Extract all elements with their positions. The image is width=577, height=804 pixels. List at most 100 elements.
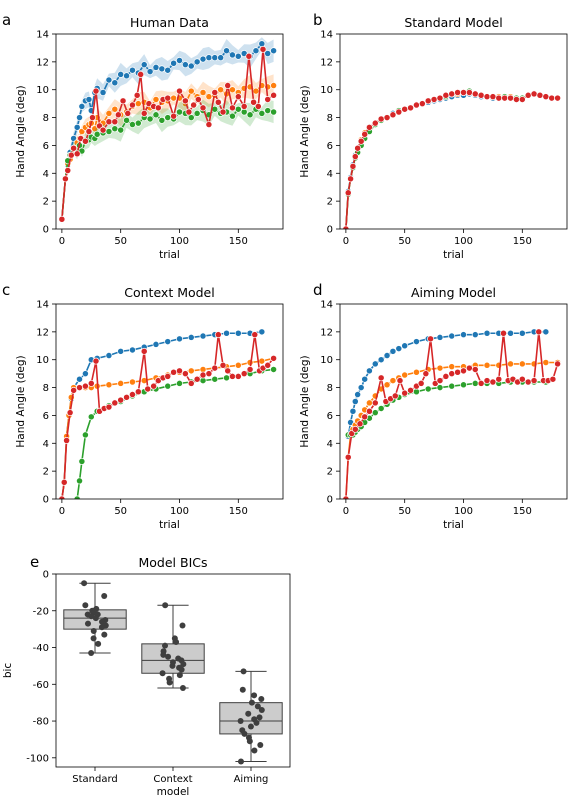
data-point: [76, 375, 83, 383]
data-point: [224, 367, 232, 375]
y-tick-label: 14: [320, 300, 333, 311]
data-point: [150, 382, 158, 390]
data-point: [219, 361, 227, 369]
data-point: [194, 96, 202, 103]
data-point: [377, 374, 385, 382]
data-point: [117, 126, 125, 134]
data-point: [190, 101, 198, 109]
data-point: [495, 375, 503, 383]
data-point: [211, 89, 219, 96]
strip-point: [92, 615, 99, 622]
data-point: [518, 96, 526, 103]
data-point: [114, 111, 122, 119]
data-point: [187, 379, 195, 387]
data-point: [471, 366, 479, 373]
x-tick-label: 150: [513, 506, 532, 517]
data-point: [436, 377, 444, 385]
data-point: [63, 437, 71, 444]
data-point: [500, 329, 507, 337]
data-point: [351, 398, 359, 405]
data-point: [554, 94, 562, 102]
data-point: [250, 98, 258, 106]
data-point: [418, 100, 426, 108]
data-point: [92, 87, 100, 95]
data-point: [270, 47, 278, 55]
data-point: [211, 54, 219, 62]
strip-point: [101, 631, 108, 638]
strip-point: [245, 710, 252, 717]
data-point: [356, 420, 364, 428]
data-point: [483, 329, 491, 337]
strip-point: [253, 719, 260, 726]
data-point: [246, 111, 254, 119]
data-point: [117, 347, 125, 355]
data-point: [73, 123, 81, 131]
data-point: [137, 70, 145, 78]
data-point: [270, 354, 278, 362]
data-point: [483, 361, 491, 369]
chart-title: Context Model: [124, 285, 214, 300]
strip-point: [179, 684, 186, 691]
x-tick-label: 50: [114, 506, 127, 517]
y-tick-label: 10: [36, 85, 49, 96]
data-point: [354, 391, 362, 398]
y-axis-label: Hand Angle (deg): [15, 85, 27, 177]
data-point: [430, 96, 438, 103]
data-point: [117, 396, 125, 404]
x-tick-label: 50: [398, 236, 411, 247]
data-point: [228, 104, 236, 112]
data-point: [146, 115, 154, 123]
panel-c: c Context Model 0 50 100 150 0 2 4 6 8 10 12 14 trial H…: [2, 281, 284, 531]
x-tick-label: 0: [343, 506, 349, 517]
data-point: [217, 86, 225, 94]
data-point: [264, 96, 272, 103]
data-point: [349, 407, 357, 415]
data-point: [252, 47, 260, 55]
x-tick-label: 100: [454, 236, 473, 247]
strip-point: [240, 668, 247, 675]
y-axis-label: Hand Angle (deg): [299, 85, 311, 177]
data-point: [401, 389, 409, 397]
y-tick-label: 2: [43, 467, 49, 478]
data-point: [489, 378, 497, 386]
data-point: [92, 357, 100, 365]
data-point: [124, 109, 132, 117]
data-point: [536, 91, 544, 99]
data-point: [347, 175, 355, 183]
data-point: [58, 215, 66, 223]
data-point: [78, 457, 86, 465]
data-point: [377, 115, 385, 123]
data-point: [542, 93, 550, 101]
data-point: [436, 94, 444, 102]
strip-point: [159, 670, 166, 677]
data-point: [70, 386, 78, 394]
data-point: [205, 121, 213, 128]
data-point: [530, 377, 538, 385]
data-point: [361, 413, 369, 421]
data-point: [111, 125, 119, 133]
axes-frame: [339, 303, 568, 500]
data-point: [85, 128, 93, 135]
data-point: [234, 93, 242, 101]
data-point: [152, 96, 160, 103]
series-line: [345, 90, 558, 229]
data-point: [518, 329, 526, 337]
data-point: [264, 361, 272, 369]
data-point: [252, 87, 260, 95]
data-point: [448, 332, 456, 340]
data-point: [483, 377, 491, 385]
data-point: [152, 340, 160, 348]
x-axis-label: trial: [443, 249, 464, 261]
y-axis-label: Hand Angle (deg): [15, 355, 27, 447]
x-axis-label: trial: [159, 249, 180, 261]
data-point: [176, 87, 183, 95]
y-tick-label: 8: [43, 113, 49, 124]
data-point: [146, 68, 154, 76]
data-point: [181, 97, 189, 105]
x-tick-label: 100: [170, 506, 189, 517]
data-point: [270, 366, 278, 373]
data-point: [199, 371, 207, 379]
strip-point: [251, 692, 258, 699]
